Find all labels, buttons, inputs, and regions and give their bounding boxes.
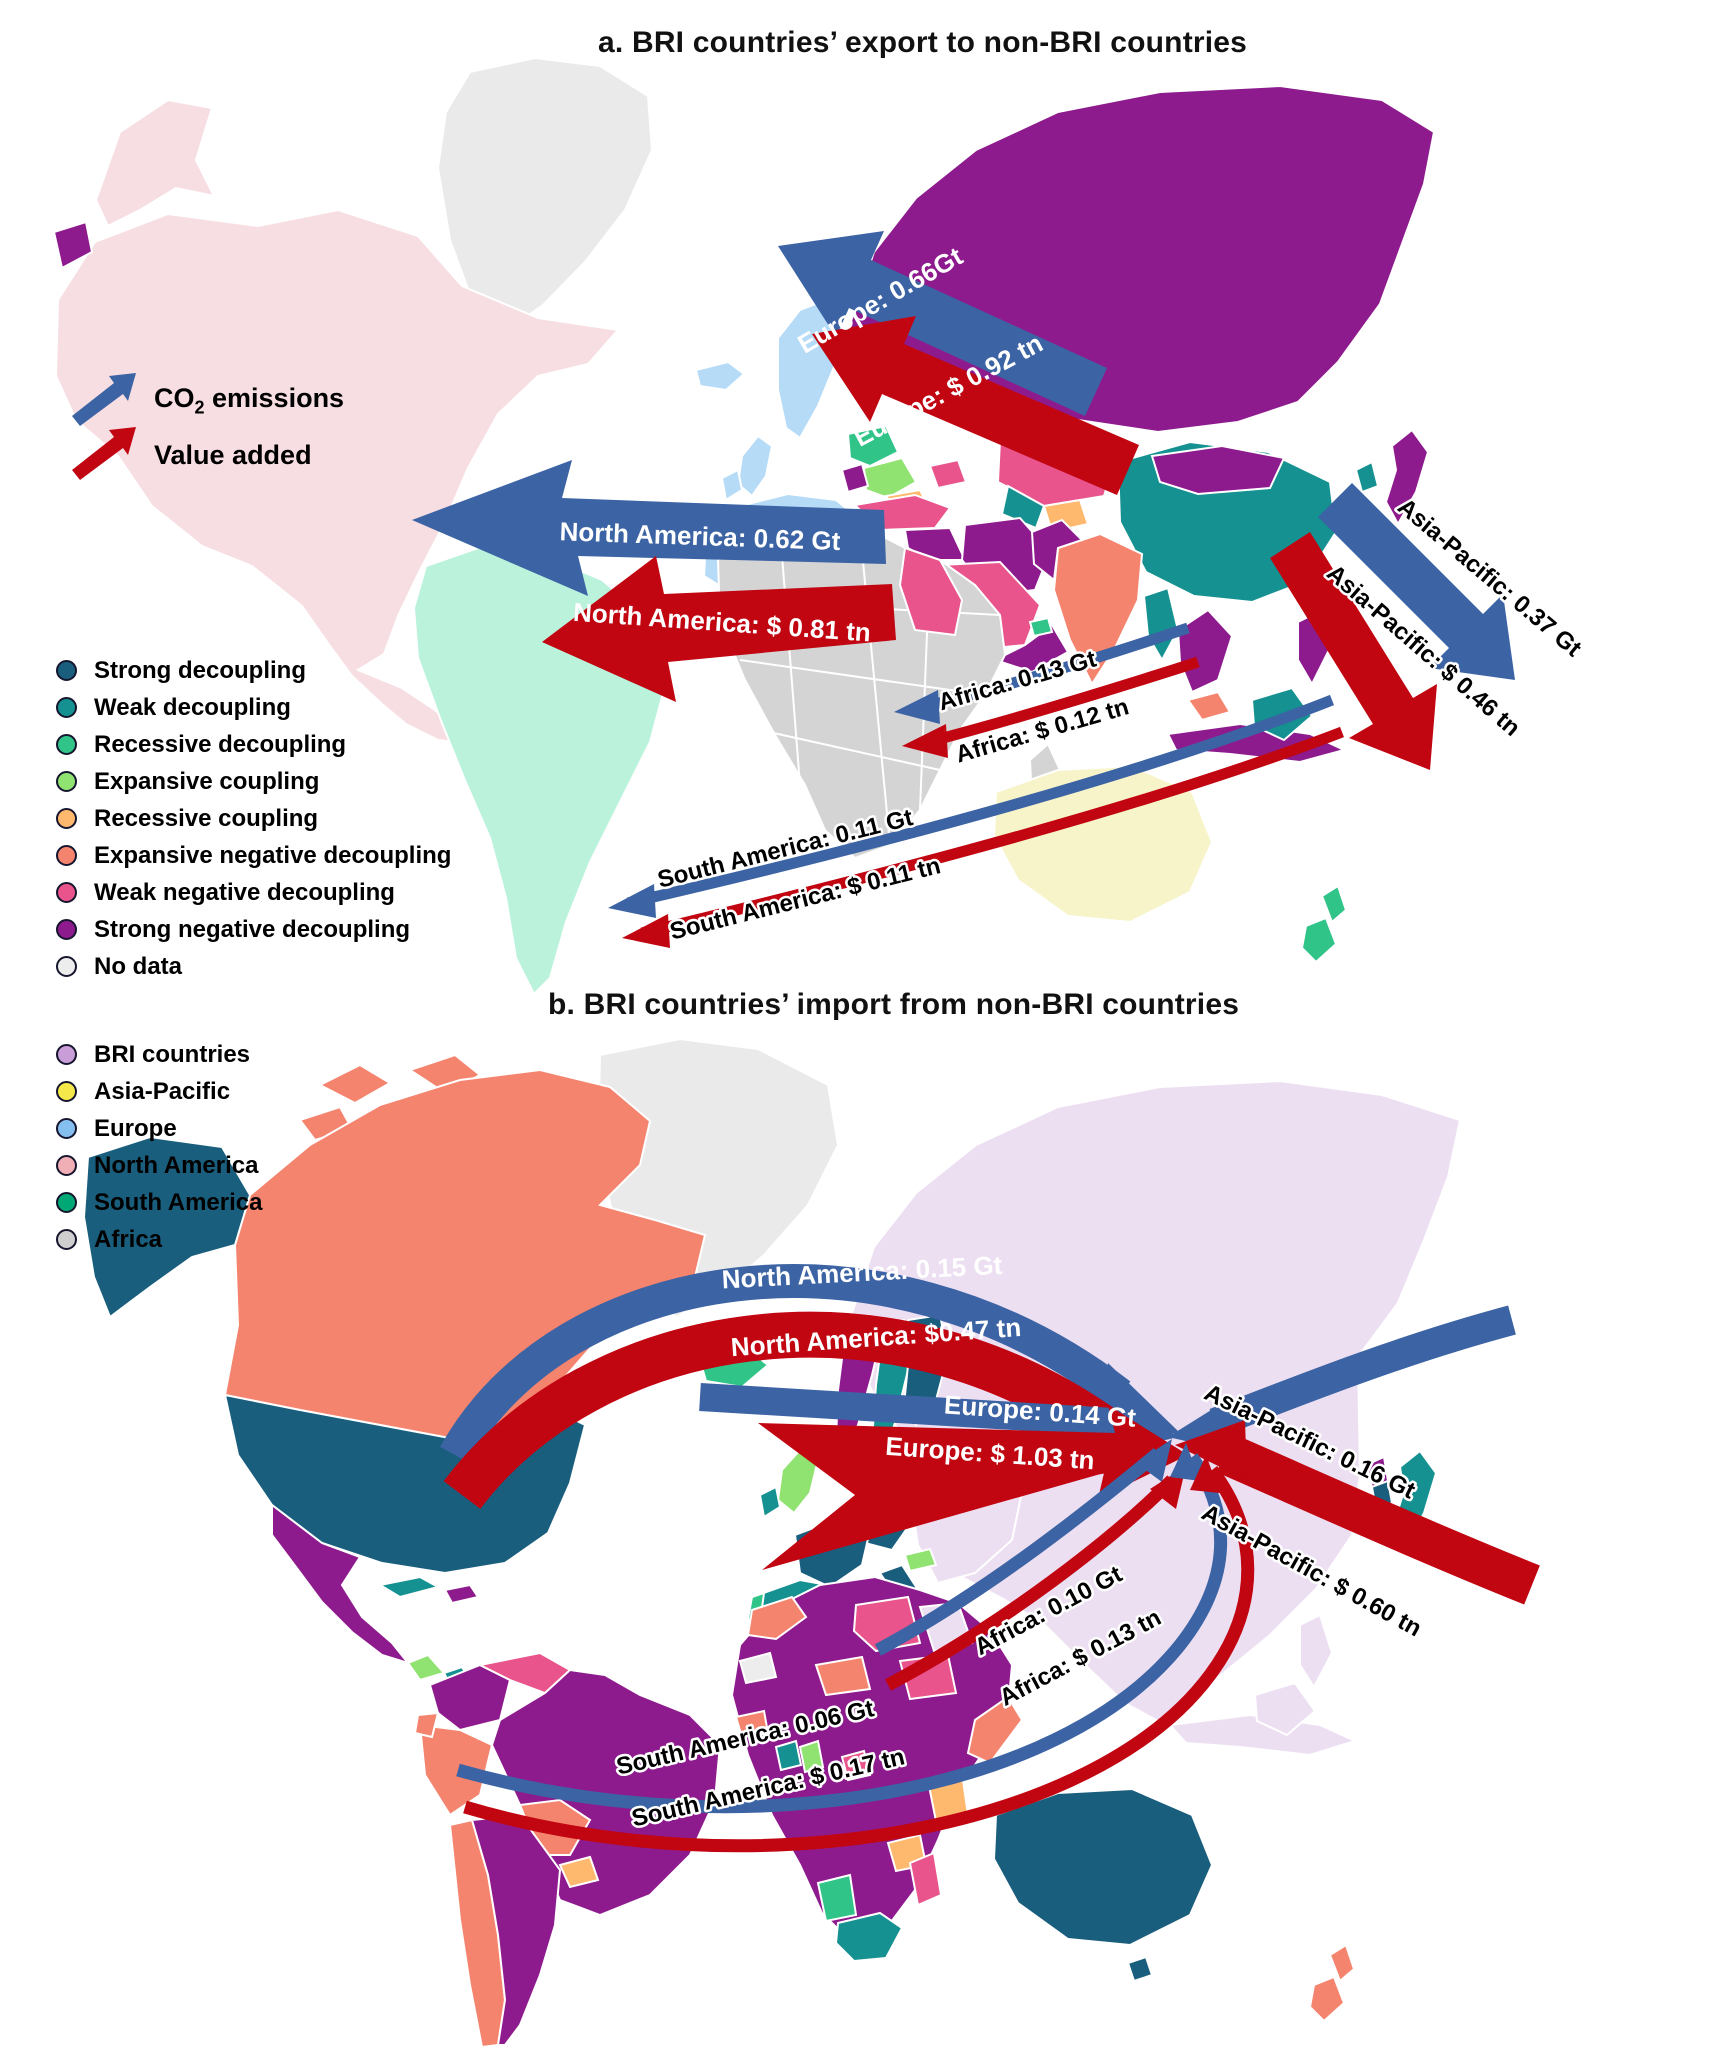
arrow-value-south-america [640, 726, 1344, 939]
legend-label: Strong negative decoupling [94, 915, 411, 943]
arrowhead-value-asia-pacific-b [1175, 1420, 1247, 1480]
legend-label: South America [94, 1188, 263, 1216]
legend-label: Expansive negative decoupling [94, 841, 452, 869]
legend-label: Africa [94, 1225, 163, 1253]
arrow-legend: CO2 emissions Value added [70, 373, 345, 482]
legend-swatch [56, 1044, 77, 1065]
legend-swatch [56, 734, 77, 755]
legend-label: Recessive coupling [94, 804, 319, 832]
legend-swatch [56, 1192, 77, 1213]
map-panel-export: Europe: 0.66Gt Europe: $ 0.92 tn North A… [52, 56, 1589, 996]
legend-label: Recessive decoupling [94, 730, 347, 758]
legend-swatch [56, 1118, 77, 1139]
arrowhead-co2-africa-b [1136, 1439, 1172, 1482]
region-legend: BRI countries Asia-Pacific Europe North … [56, 1036, 262, 1258]
value-legend-row: Value added [70, 427, 344, 482]
value-arrow-icon [72, 427, 136, 480]
arrow-co2-europe [778, 231, 1107, 416]
legend-item-strong-decoupling: Strong decoupling [56, 652, 451, 689]
arrowhead-value-south-america-b [1190, 1455, 1220, 1493]
map-panel-import: North America: 0.15 Gt North America: $0… [82, 1037, 1540, 2049]
legend-swatch [56, 660, 77, 681]
legend-item-weak-negative-decoupling: Weak negative decoupling [56, 874, 451, 911]
arrow-value-north-america-b [443, 1311, 1119, 1509]
import-flow-arrows [440, 1264, 1540, 1853]
legend-label: Weak negative decoupling [94, 878, 395, 906]
continent-africa-b [730, 1575, 1070, 1963]
legend-item-expansive-negative-decoupling: Expansive negative decoupling [56, 837, 451, 874]
continent-oceania [992, 764, 1348, 964]
legend-item-africa: Africa [56, 1221, 262, 1258]
arrow-value-asia-pacific [1270, 532, 1437, 770]
legend-swatch [56, 882, 77, 903]
arrow-co2-south-america [626, 694, 1335, 909]
arrow-co2-europe-b [699, 1383, 1131, 1437]
legend-item-europe: Europe [56, 1110, 262, 1147]
legend-label: BRI countries [94, 1040, 251, 1068]
legend-item-no-data: No data [56, 948, 451, 985]
arrow-value-europe [812, 316, 1139, 495]
legend-label: North America [94, 1151, 259, 1179]
arrow-co2-north-america [412, 460, 886, 596]
continent-greenland [436, 56, 654, 334]
arrowhead-value-africa [902, 724, 948, 758]
arrow-co2-africa [918, 622, 1190, 714]
legend-item-asia-pacific: Asia-Pacific [56, 1073, 262, 1110]
legend-swatch [56, 956, 77, 977]
legend-item-north-america: North America [56, 1147, 262, 1184]
arrow-value-south-america-b [463, 1466, 1255, 1853]
arrow-value-africa-b [884, 1475, 1177, 1691]
panel-a-title: a. BRI countries’ export to non-BRI coun… [598, 26, 1248, 59]
legend-swatch [56, 1155, 77, 1176]
legend-swatch [56, 808, 77, 829]
legend-item-weak-decoupling: Weak decoupling [56, 689, 451, 726]
arrow-value-africa [926, 656, 1200, 748]
arrow-co2-africa-b [874, 1447, 1163, 1656]
co2-legend-row: CO2 emissions [70, 373, 345, 428]
legend-swatch [56, 697, 77, 718]
legend-swatch [56, 1081, 77, 1102]
arrowhead-value-south-america [622, 914, 670, 948]
arrow-value-asia-pacific-b [1216, 1433, 1540, 1605]
arrow-value-north-america [542, 556, 896, 702]
legend-item-bri-countries: BRI countries [56, 1036, 262, 1073]
co2-legend-label: CO2 emissions [154, 383, 345, 418]
value-legend-label: Value added [154, 439, 312, 470]
legend-swatch [56, 1229, 77, 1250]
arrow-value-europe-b [758, 1405, 1188, 1570]
arrow-co2-north-america-b [440, 1264, 1131, 1464]
panel-b-title: b. BRI countries’ import from non-BRI co… [548, 988, 1240, 1021]
co2-arrow-icon [72, 373, 136, 426]
legend-item-expansive-coupling: Expansive coupling [56, 763, 451, 800]
arrowhead-co2-south-america-b [1170, 1443, 1200, 1481]
legend-label: Weak decoupling [94, 693, 291, 721]
arrowhead-co2-africa [894, 690, 940, 724]
legend-swatch [56, 771, 77, 792]
decoupling-legend: Strong decoupling Weak decoupling Recess… [56, 652, 451, 985]
continent-oceania-b [992, 1787, 1356, 2023]
legend-label: Expansive coupling [94, 767, 320, 795]
arrow-co2-asia-pacific-b [1209, 1305, 1516, 1437]
legend-item-south-america: South America [56, 1184, 262, 1221]
legend-label: No data [94, 952, 183, 980]
export-flow-arrows [412, 231, 1515, 948]
legend-swatch [56, 845, 77, 866]
legend-label: Europe [94, 1114, 177, 1142]
continent-north-america [52, 98, 620, 746]
arrow-co2-asia-pacific [1318, 483, 1515, 680]
legend-label: Asia-Pacific [94, 1077, 231, 1105]
legend-label: Strong decoupling [94, 656, 306, 684]
arrowhead-co2-south-america [608, 884, 656, 918]
legend-item-strong-negative-decoupling: Strong negative decoupling [56, 911, 451, 948]
legend-item-recessive-coupling: Recessive coupling [56, 800, 451, 837]
legend-item-recessive-decoupling: Recessive decoupling [56, 726, 451, 763]
arrow-co2-south-america-b [456, 1453, 1228, 1814]
legend-swatch [56, 919, 77, 940]
